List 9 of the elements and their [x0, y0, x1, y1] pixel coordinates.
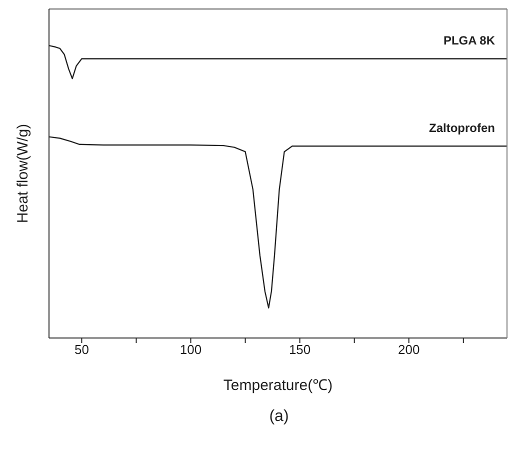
- series-label: PLGA 8K: [443, 34, 496, 48]
- y-axis-title: Heat flow(W/g): [14, 124, 32, 224]
- x-tick-label: 100: [180, 342, 202, 358]
- x-tick-label: 200: [398, 342, 420, 358]
- text: (a): [268, 408, 290, 426]
- x-axis-title: Temperature(℃): [223, 377, 333, 394]
- x-tick-label: 50: [74, 342, 89, 358]
- x-tick-label: 150: [288, 342, 311, 358]
- series-label: Zaltoprofen: [429, 121, 495, 136]
